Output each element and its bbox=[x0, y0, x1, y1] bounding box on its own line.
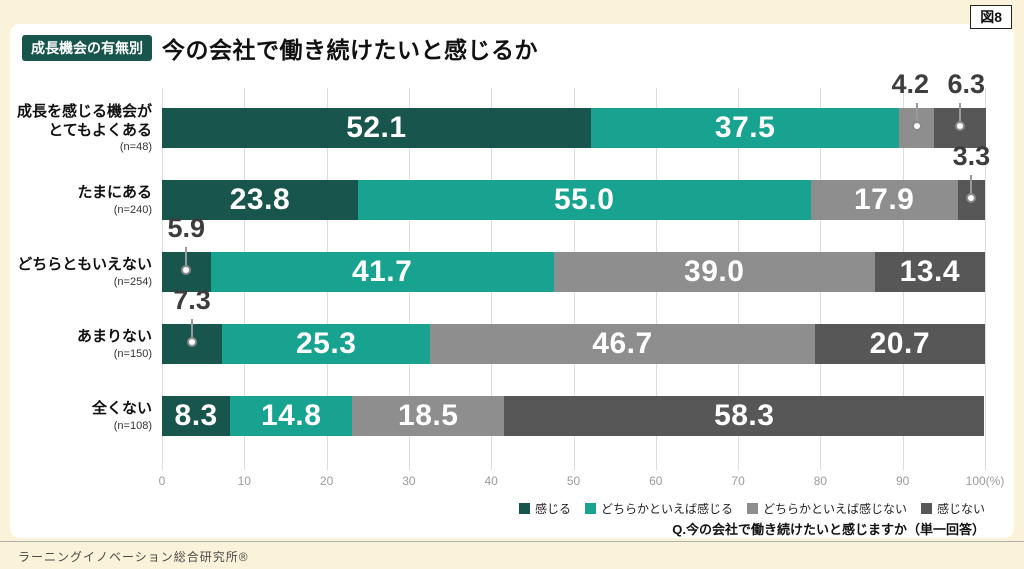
callout-pin-line bbox=[915, 103, 918, 126]
bar-segment: 20.7 bbox=[814, 324, 985, 364]
segment-value-label: 52.1 bbox=[346, 111, 407, 144]
segment-value-label: 58.3 bbox=[714, 399, 775, 432]
category-n: (n=150) bbox=[113, 347, 152, 360]
legend-item: どちらかといえば感じる bbox=[584, 500, 733, 517]
legend-item: 感じる bbox=[518, 500, 571, 517]
category-label: 全くない (n=108) bbox=[0, 396, 152, 436]
footer-divider bbox=[0, 541, 1024, 542]
category-label: 成長を感じる機会が とてもよくある (n=48) bbox=[0, 103, 152, 154]
legend: 感じる どちらかといえば感じる どちらかといえば感じない 感じない bbox=[518, 500, 985, 517]
category-n: (n=254) bbox=[113, 275, 152, 288]
legend-label: どちらかといえば感じる bbox=[600, 502, 733, 516]
segment-value-label: 8.3 bbox=[174, 399, 218, 432]
callout-pin-line bbox=[185, 247, 188, 270]
callout-pin-line bbox=[970, 175, 973, 198]
bar-segment: 18.5 bbox=[352, 396, 505, 436]
bar-segment: 17.9 bbox=[810, 180, 958, 220]
category-n: (n=108) bbox=[113, 419, 152, 432]
segment-value-label: 13.4 bbox=[899, 255, 961, 288]
segment-value-label: 25.3 bbox=[295, 327, 357, 360]
segment-value-label: 20.7 bbox=[869, 327, 930, 360]
category-label: あまりない (n=150) bbox=[0, 324, 152, 364]
figure-number-tag: 図8 bbox=[970, 5, 1012, 29]
plot-area: 52.1 37.5 4.2 6.3 23.8 55.0 17.9 3.3 41.7 39.0 13.… bbox=[162, 69, 990, 470]
bar-segment: 8.3 bbox=[162, 396, 231, 436]
legend-item: 感じない bbox=[920, 500, 985, 517]
callout-value-label: 3.3 bbox=[952, 141, 991, 171]
callout-value-label: 4.2 bbox=[891, 69, 930, 99]
segment-value-label: 18.5 bbox=[398, 399, 459, 432]
category-name: たまにある bbox=[77, 184, 152, 202]
legend-label: 感じない bbox=[936, 502, 985, 516]
segment-value-label: 55.0 bbox=[553, 183, 615, 216]
bar-row: 8.3 14.8 18.5 58.3 bbox=[162, 396, 985, 436]
bar-segment: 14.8 bbox=[230, 396, 353, 436]
bar-segment: 52.1 bbox=[162, 108, 591, 148]
category-label: どちらともいえない (n=254) bbox=[0, 252, 152, 292]
bar-segment: 39.0 bbox=[553, 252, 875, 292]
callout-pin-dot bbox=[966, 193, 977, 203]
segment-value-label: 41.7 bbox=[351, 255, 413, 288]
callout-value-label: 7.3 bbox=[173, 285, 211, 315]
chart-header: 成長機会の有無別 今の会社で働き続けたいと感じるか bbox=[22, 31, 538, 65]
segment-value-label: 17.9 bbox=[853, 183, 915, 216]
gridline bbox=[985, 88, 986, 470]
segment-value-label: 46.7 bbox=[592, 327, 653, 360]
callout-pin-line bbox=[191, 319, 194, 342]
callout-value-label: 5.9 bbox=[167, 213, 206, 243]
bar-segment: 55.0 bbox=[357, 180, 811, 220]
segment-value-label: 37.5 bbox=[714, 111, 776, 144]
callout-pin-dot bbox=[954, 121, 965, 131]
bar-segment: 58.3 bbox=[504, 396, 985, 436]
legend-item: どちらかといえば感じない bbox=[746, 500, 907, 517]
bar-segment: 37.5 bbox=[590, 108, 900, 148]
legend-label: 感じる bbox=[534, 502, 571, 516]
bar-row: 52.1 37.5 bbox=[162, 108, 986, 148]
bar-row: 23.8 55.0 17.9 bbox=[162, 180, 985, 220]
bar-segment: 13.4 bbox=[874, 252, 985, 292]
legend-swatch bbox=[584, 503, 596, 514]
callout-pin-dot bbox=[187, 337, 198, 347]
category-labels: 成長を感じる機会が とてもよくある (n=48) たまにある (n=240) どちらとも… bbox=[0, 88, 152, 470]
bar-row: 25.3 46.7 20.7 bbox=[162, 324, 985, 364]
segment-value-label: 14.8 bbox=[261, 399, 322, 432]
category-name: 成長を感じる機会が とてもよくある bbox=[16, 102, 152, 139]
source-credit: ラーニングイノベーション総合研究所® bbox=[18, 550, 249, 564]
callout-value-label: 6.3 bbox=[947, 69, 986, 99]
bar-segment: 25.3 bbox=[222, 324, 431, 364]
legend-label: どちらかといえば感じない bbox=[762, 502, 907, 516]
legend-swatch bbox=[746, 503, 758, 514]
callout-pin-dot bbox=[911, 121, 922, 131]
chart-title: 今の会社で働き続けたいと感じるか bbox=[162, 37, 538, 63]
category-name: あまりない bbox=[76, 328, 152, 346]
category-name: どちらともいえない bbox=[17, 256, 152, 274]
callout-pin-line bbox=[958, 103, 961, 126]
segment-value-label: 39.0 bbox=[684, 255, 745, 288]
survey-question: Q.今の会社で働き続けたいと感じますか（単一回答） bbox=[672, 522, 985, 537]
callout-pin-dot bbox=[181, 265, 192, 275]
bar-row: 41.7 39.0 13.4 bbox=[162, 252, 985, 292]
legend-swatch bbox=[518, 503, 530, 514]
bar-segment: 46.7 bbox=[430, 324, 815, 364]
category-n: (n=240) bbox=[113, 203, 152, 216]
legend-swatch bbox=[920, 503, 932, 514]
category-name: 全くない bbox=[91, 400, 152, 418]
segment-value-label: 23.8 bbox=[229, 183, 291, 216]
category-n: (n=48) bbox=[119, 141, 152, 154]
bar-segment: 41.7 bbox=[210, 252, 554, 292]
bar-segment: 23.8 bbox=[162, 180, 358, 220]
category-badge: 成長機会の有無別 bbox=[22, 34, 152, 62]
category-label: たまにある (n=240) bbox=[0, 180, 152, 220]
